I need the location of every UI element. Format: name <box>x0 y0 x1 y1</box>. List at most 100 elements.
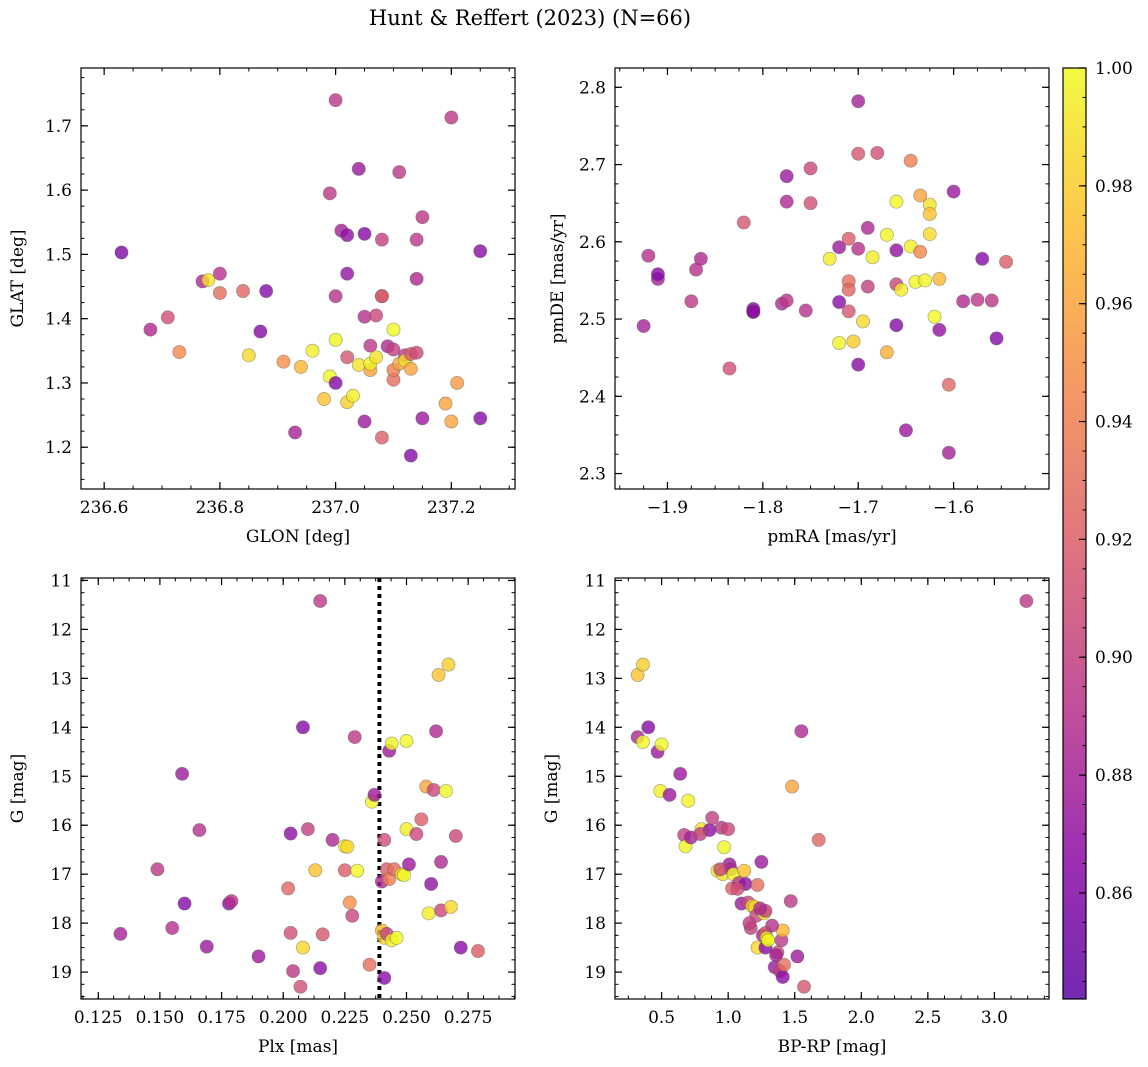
scatter-point <box>956 294 971 309</box>
y-tick-label: 1.2 <box>45 438 72 458</box>
x-axis-label: GLON [deg] <box>246 527 350 547</box>
scatter-point <box>851 241 866 256</box>
scatter-point <box>860 220 875 235</box>
scatter-point <box>832 295 847 310</box>
scatter-point <box>357 414 372 429</box>
scatter-point <box>429 724 444 739</box>
y-axis-label: G [mag] <box>8 754 28 823</box>
scatter-point <box>761 933 776 948</box>
scatter-point <box>401 857 416 872</box>
x-tick-label: 1.5 <box>781 1008 808 1028</box>
scatter-point <box>322 186 337 201</box>
colorbar-tick-label: 1.00 <box>1095 59 1133 79</box>
colorbar-tick-label: 0.88 <box>1095 766 1133 786</box>
y-tick-label: 12 <box>50 620 72 640</box>
panel-plx-g: 0.125 0.150 0.175 0.200 0.225 0.250 0.275 11 12 1… <box>8 571 516 1057</box>
scatter-point <box>443 899 458 914</box>
scatter-point <box>797 979 812 994</box>
scatter-point <box>717 840 732 855</box>
y-tick-label: 17 <box>50 865 72 885</box>
scatter-point <box>736 215 751 230</box>
scatter-point <box>984 293 999 308</box>
scatter-point <box>389 930 404 945</box>
scatter-point <box>841 282 856 297</box>
scatter-point <box>870 145 885 160</box>
scatter-point <box>362 957 377 972</box>
scatter-point <box>798 303 813 318</box>
scatter-point <box>177 896 192 911</box>
scatter-point <box>635 657 650 672</box>
y-tick-label: 13 <box>584 669 606 689</box>
scatter-point <box>851 94 866 109</box>
scatter-point <box>832 336 847 351</box>
scatter-point <box>340 228 355 243</box>
scatter-point <box>879 227 894 242</box>
y-tick-label: 12 <box>584 620 606 640</box>
x-tick-label: 0.200 <box>259 1008 308 1028</box>
scatter-point <box>340 266 355 281</box>
x-tick-label: 0.5 <box>648 1008 675 1028</box>
scatter-point <box>898 423 913 438</box>
scatter-point <box>471 944 486 959</box>
scatter-point <box>192 823 207 838</box>
scatter-point <box>367 787 382 802</box>
scatter-point <box>444 414 459 429</box>
scatter-point <box>426 782 441 797</box>
scatter-point <box>832 240 847 255</box>
scatter-point <box>783 894 798 909</box>
scatter-point <box>932 322 947 337</box>
scatter-point <box>409 271 424 286</box>
scatter-point <box>224 894 239 909</box>
scatter-point <box>705 810 720 825</box>
y-tick-label: 18 <box>50 914 72 934</box>
scatter-point <box>1019 594 1034 609</box>
x-tick-label: 237.0 <box>311 498 360 518</box>
y-tick-label: 2.6 <box>579 233 606 253</box>
scatter-point <box>357 309 372 324</box>
panel-bprp-g: 0.5 1.0 1.5 2.0 2.5 3.0 11 12 13 14 15 16 17 18 19 BP-R… <box>542 571 1050 1057</box>
scatter-point <box>212 285 227 300</box>
scatter-point <box>283 826 298 841</box>
scatter-point <box>846 334 861 349</box>
axes-frame <box>614 67 1050 490</box>
colorbar-tick-label: 0.94 <box>1095 413 1133 433</box>
scatter-point <box>212 266 227 281</box>
scatter-point <box>753 901 768 916</box>
scatter-point <box>453 940 468 955</box>
scatter-point <box>236 284 251 299</box>
y-tick-label: 14 <box>584 718 606 738</box>
x-tick-label: 0.125 <box>74 1008 123 1028</box>
scatter-point <box>693 251 708 266</box>
x-tick-label: −1.9 <box>647 498 688 518</box>
y-tick-label: 2.8 <box>579 78 606 98</box>
scatter-point <box>325 832 340 847</box>
scatter-point <box>765 918 780 933</box>
scatter-point <box>811 832 826 847</box>
scatter-point <box>790 949 805 964</box>
scatter-point <box>281 881 296 896</box>
y-axis-label: pmDE [mas/yr] <box>548 213 568 343</box>
x-tick-label: 0.225 <box>321 1008 370 1028</box>
x-tick-label: −1.7 <box>838 498 879 518</box>
y-tick-label: 1.4 <box>45 310 72 330</box>
scatter-point <box>913 188 928 203</box>
scatter-point <box>746 304 761 319</box>
scatter-point <box>293 359 308 374</box>
colorbar-tick-label: 0.92 <box>1095 530 1133 550</box>
scatter-point <box>794 724 809 739</box>
x-tick-label: 236.6 <box>80 498 129 518</box>
x-axis-label: Plx [mas] <box>258 1037 338 1057</box>
scatter-point <box>775 969 790 984</box>
scatter-point <box>392 165 407 180</box>
figure-title: Hunt & Reffert (2023) (N=66) <box>368 6 692 30</box>
scatter-point <box>681 793 696 808</box>
scatter-point <box>374 232 389 247</box>
y-tick-label: 18 <box>584 914 606 934</box>
scatter-point <box>415 411 430 426</box>
scatter-point <box>328 375 343 390</box>
scatter-point <box>386 322 401 337</box>
scatter-point <box>779 194 794 209</box>
x-tick-label: 237.2 <box>427 498 476 518</box>
scatter-point <box>879 345 894 360</box>
scatter-point <box>113 926 128 941</box>
